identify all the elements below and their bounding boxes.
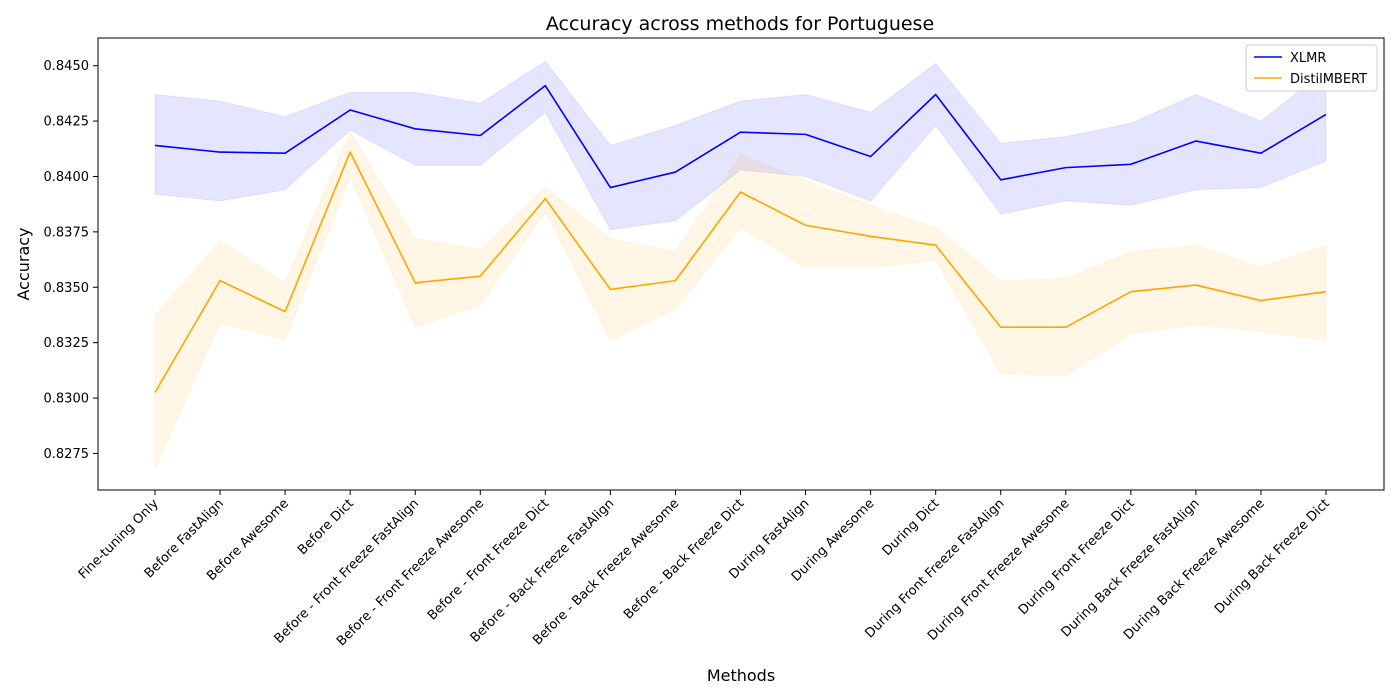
point-distilmbert-16 — [1194, 283, 1198, 287]
point-xlmr-17 — [1259, 151, 1263, 155]
point-distilmbert-6 — [543, 197, 547, 201]
point-xlmr-8 — [673, 170, 677, 174]
point-distilmbert-14 — [1064, 325, 1068, 329]
y-axis-title: Accuracy — [14, 227, 33, 300]
series-lines — [153, 84, 1328, 395]
y-tick-label: 0.8275 — [44, 447, 90, 462]
chart-title: Accuracy across methods for Portuguese — [546, 13, 934, 35]
y-tick-label: 0.8425 — [44, 115, 90, 130]
point-distilmbert-2 — [283, 310, 287, 314]
y-axis: 0.8275 0.8300 0.8325 0.8350 0.8375 0.8400 0.84… — [44, 59, 98, 462]
point-xlmr-13 — [999, 178, 1003, 182]
series-line-distilmbert — [154, 151, 1327, 393]
point-distilmbert-10 — [804, 223, 808, 227]
point-xlmr-7 — [608, 186, 612, 190]
point-distilmbert-7 — [608, 287, 612, 291]
point-distilmbert-12 — [934, 243, 938, 247]
point-distilmbert-17 — [1259, 299, 1263, 303]
point-distilmbert-18 — [1324, 290, 1328, 294]
point-xlmr-0 — [153, 143, 157, 147]
point-distilmbert-11 — [869, 234, 873, 238]
point-xlmr-16 — [1194, 139, 1198, 143]
point-xlmr-10 — [804, 132, 808, 136]
point-xlmr-14 — [1064, 166, 1068, 170]
point-xlmr-2 — [283, 151, 287, 155]
y-tick-label: 0.8325 — [44, 336, 90, 351]
point-xlmr-4 — [413, 127, 417, 131]
point-xlmr-1 — [218, 150, 222, 154]
y-tick-label: 0.8375 — [44, 225, 90, 240]
y-tick-label: 0.8300 — [44, 392, 90, 407]
point-distilmbert-1 — [218, 279, 222, 283]
point-distilmbert-3 — [348, 150, 352, 154]
legend-label-xlmr: XLMR — [1290, 51, 1326, 66]
point-distilmbert-4 — [413, 281, 417, 285]
band-distilmbert — [154, 131, 1327, 470]
point-xlmr-5 — [478, 133, 482, 137]
point-xlmr-9 — [739, 130, 743, 134]
legend-label-distilmbert: DistilMBERT — [1290, 72, 1367, 87]
x-axis-title: Methods — [707, 666, 775, 685]
point-xlmr-11 — [869, 155, 873, 159]
point-distilmbert-0 — [153, 391, 157, 395]
band-xlmr — [154, 60, 1327, 231]
series-line-xlmr — [154, 84, 1327, 189]
y-tick-label: 0.8450 — [44, 59, 90, 74]
point-distilmbert-13 — [999, 325, 1003, 329]
y-tick-label: 0.8400 — [44, 170, 90, 185]
point-distilmbert-8 — [673, 279, 677, 283]
point-xlmr-15 — [1129, 162, 1133, 166]
y-tick-label: 0.8350 — [44, 281, 90, 296]
point-xlmr-18 — [1324, 112, 1328, 116]
point-xlmr-6 — [543, 84, 547, 88]
point-xlmr-12 — [934, 93, 938, 97]
confidence-bands — [154, 60, 1327, 470]
point-distilmbert-15 — [1129, 290, 1133, 294]
point-xlmr-3 — [348, 108, 352, 112]
point-distilmbert-9 — [739, 190, 743, 194]
legend: XLMR DistilMBERT — [1245, 44, 1378, 92]
point-distilmbert-5 — [478, 274, 482, 278]
